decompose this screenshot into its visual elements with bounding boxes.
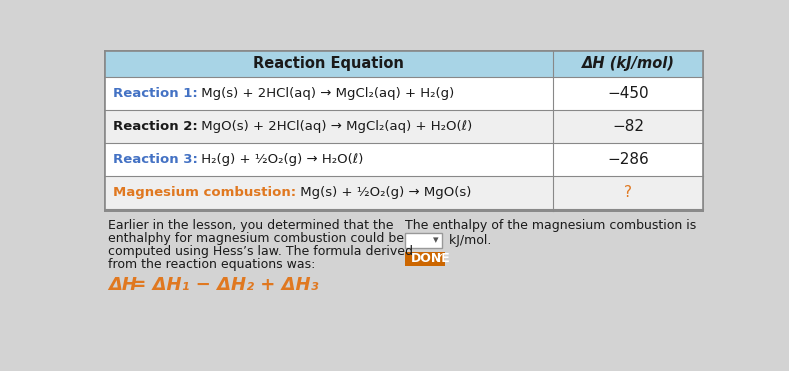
- Text: ▾: ▾: [433, 236, 439, 246]
- FancyBboxPatch shape: [105, 51, 703, 77]
- FancyBboxPatch shape: [105, 51, 703, 211]
- Text: computed using Hess’s law. The formula derived: computed using Hess’s law. The formula d…: [108, 245, 413, 258]
- FancyBboxPatch shape: [105, 176, 703, 209]
- Text: Reaction 3:: Reaction 3:: [113, 153, 197, 166]
- Text: Mg(s) + ½O₂(g) → MgO(s): Mg(s) + ½O₂(g) → MgO(s): [296, 186, 471, 199]
- Text: Reaction 2:: Reaction 2:: [113, 120, 197, 133]
- Text: Earlier in the lesson, you determined that the: Earlier in the lesson, you determined th…: [108, 219, 394, 232]
- Text: ΔH: ΔH: [108, 276, 137, 293]
- FancyBboxPatch shape: [105, 110, 703, 143]
- Text: enthalphy for magnesium combustion could be: enthalphy for magnesium combustion could…: [108, 232, 404, 244]
- FancyBboxPatch shape: [405, 252, 445, 266]
- Text: ΔH (kJ/mol): ΔH (kJ/mol): [581, 56, 675, 71]
- Text: Reaction Equation: Reaction Equation: [253, 56, 404, 71]
- Text: The enthalpy of the magnesium combustion is: The enthalpy of the magnesium combustion…: [405, 219, 696, 232]
- FancyBboxPatch shape: [105, 143, 703, 176]
- Text: ?: ?: [624, 185, 632, 200]
- FancyBboxPatch shape: [405, 233, 442, 248]
- Text: from the reaction equations was:: from the reaction equations was:: [108, 258, 316, 271]
- Text: Magnesium combustion:: Magnesium combustion:: [113, 186, 296, 199]
- Text: −450: −450: [608, 86, 649, 101]
- Text: −286: −286: [607, 152, 649, 167]
- Text: = ΔH₁ − ΔH₂ + ΔH₃: = ΔH₁ − ΔH₂ + ΔH₃: [125, 276, 319, 293]
- Text: −82: −82: [612, 119, 644, 134]
- FancyBboxPatch shape: [105, 77, 703, 110]
- Text: DONE: DONE: [411, 252, 451, 266]
- Text: MgO(s) + 2HCl(aq) → MgCl₂(aq) + H₂O(ℓ): MgO(s) + 2HCl(aq) → MgCl₂(aq) + H₂O(ℓ): [197, 120, 473, 133]
- Text: ✓: ✓: [434, 252, 444, 266]
- Text: kJ/mol.: kJ/mol.: [445, 234, 492, 247]
- Text: Reaction 1:: Reaction 1:: [113, 87, 197, 100]
- Text: H₂(g) + ½O₂(g) → H₂O(ℓ): H₂(g) + ½O₂(g) → H₂O(ℓ): [197, 153, 364, 166]
- Text: Mg(s) + 2HCl(aq) → MgCl₂(aq) + H₂(g): Mg(s) + 2HCl(aq) → MgCl₂(aq) + H₂(g): [197, 87, 454, 100]
